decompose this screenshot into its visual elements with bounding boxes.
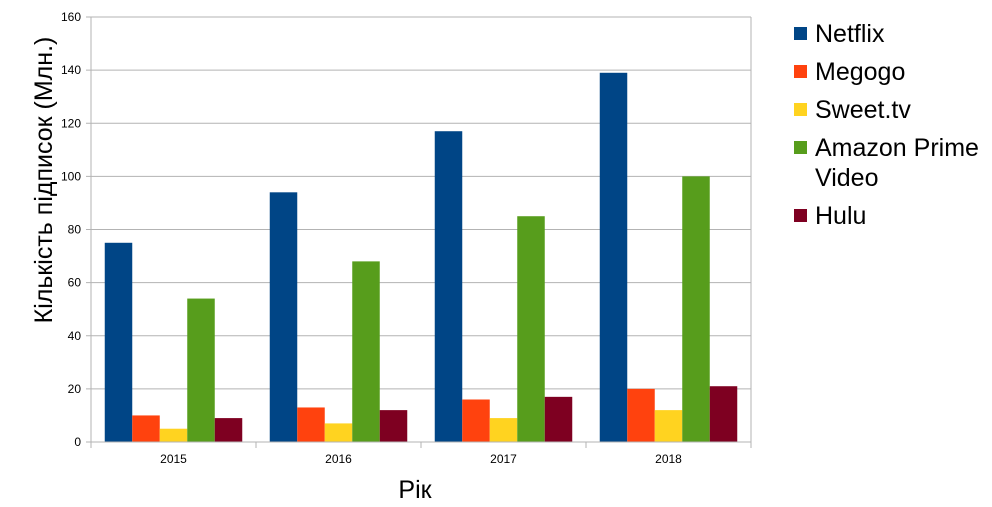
y-tick-label: 140 xyxy=(61,63,81,77)
y-tick-label: 20 xyxy=(68,382,82,396)
bar-hulu-2018 xyxy=(709,386,738,442)
legend-swatch-hulu xyxy=(794,209,807,222)
x-axis-title: Рік xyxy=(398,476,432,504)
bar-hulu-2015 xyxy=(214,418,243,442)
y-tick-label: 160 xyxy=(61,10,81,24)
bar-megogo-2018 xyxy=(627,388,655,442)
legend-label-amazon-prime-video: Amazon Prime Video xyxy=(815,134,979,192)
bar-netflix-2016 xyxy=(269,192,298,442)
legend-swatch-sweet-tv xyxy=(794,103,807,116)
bar-amazon-prime-video-2016 xyxy=(352,261,380,442)
bar-netflix-2018 xyxy=(599,72,628,442)
legend-label-netflix: Netflix xyxy=(815,20,885,48)
bars xyxy=(104,72,738,442)
y-tick-label: 120 xyxy=(61,116,81,130)
axes xyxy=(90,17,752,448)
bar-sweet-tv-2017 xyxy=(489,418,518,442)
y-tick-label: 40 xyxy=(68,329,82,343)
y-tick-label: 60 xyxy=(68,276,82,290)
x-tick-label: 2015 xyxy=(160,452,187,466)
legend-swatch-amazon-prime-video xyxy=(794,141,807,154)
x-tick-label: 2017 xyxy=(490,452,517,466)
bar-megogo-2017 xyxy=(462,399,490,442)
bar-amazon-prime-video-2018 xyxy=(682,176,710,442)
legend: Netflix Megogo Sweet.tv Amazon Prime Video Hu… xyxy=(794,20,979,230)
y-tick-label: 80 xyxy=(68,223,82,237)
legend-label-hulu: Hulu xyxy=(815,202,866,230)
x-tick-label: 2018 xyxy=(655,452,682,466)
bar-netflix-2017 xyxy=(434,131,463,442)
y-tick-label: 0 xyxy=(74,435,81,449)
tick-labels: 0 20 40 60 80 100 120 140 160 2015 2016 2017 2018 xyxy=(61,10,682,466)
y-axis-title: Кількість підписок (Млн.) xyxy=(30,37,58,324)
bar-hulu-2016 xyxy=(379,410,408,442)
legend-swatch-netflix xyxy=(794,27,807,40)
bar-sweet-tv-2018 xyxy=(654,410,683,442)
legend-swatch-megogo xyxy=(794,65,807,78)
bar-sweet-tv-2015 xyxy=(159,428,188,442)
x-tick-label: 2016 xyxy=(325,452,352,466)
bar-megogo-2016 xyxy=(297,407,325,442)
bar-amazon-prime-video-2015 xyxy=(187,298,215,442)
bar-hulu-2017 xyxy=(544,396,573,442)
bar-netflix-2015 xyxy=(104,242,133,442)
y-tick-label: 100 xyxy=(61,169,81,183)
legend-label-sweet-tv: Sweet.tv xyxy=(815,96,911,124)
legend-label-megogo: Megogo xyxy=(815,58,905,86)
bar-amazon-prime-video-2017 xyxy=(517,216,545,442)
bar-sweet-tv-2016 xyxy=(324,423,353,442)
gridlines xyxy=(86,16,751,443)
bar-megogo-2015 xyxy=(132,415,160,442)
